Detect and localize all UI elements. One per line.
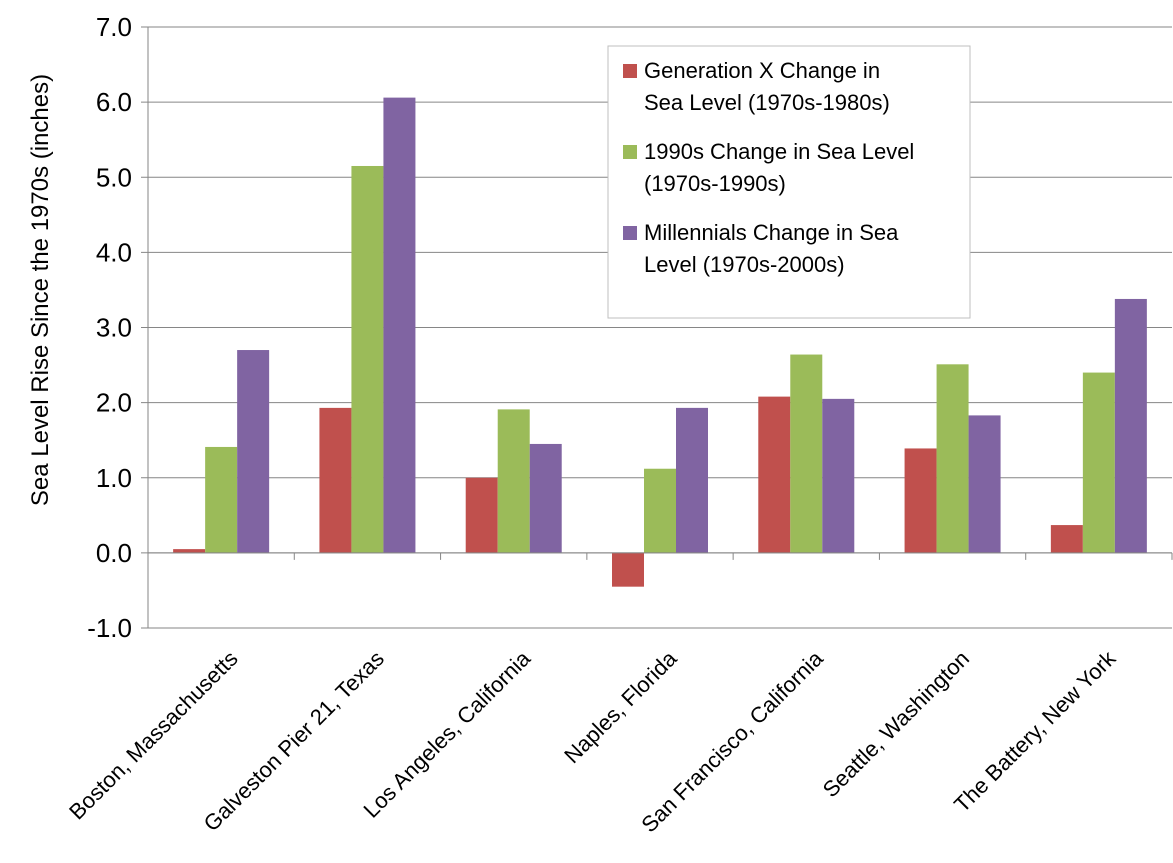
x-category-label: Naples, Florida	[559, 645, 682, 768]
y-tick-label: 7.0	[96, 12, 132, 42]
bar	[173, 549, 206, 553]
bar	[790, 354, 823, 553]
y-tick-label: 6.0	[96, 87, 132, 117]
y-tick-labels: -1.0 0.0 1.0 2.0 3.0 4.0 5.0 6.0 7.0	[87, 12, 132, 643]
y-tick-label: 1.0	[96, 463, 132, 493]
bar	[1114, 298, 1147, 553]
x-category-label: Los Angeles, California	[358, 645, 535, 822]
bar	[205, 446, 238, 553]
legend: Generation X Change in Sea Level (1970s-1…	[607, 45, 971, 319]
legend-box	[607, 45, 971, 319]
y-axis-label: Sea Level Rise Since the 1970s (inches)	[27, 74, 54, 506]
y-tick-label: 3.0	[96, 313, 132, 343]
bar	[465, 477, 498, 553]
x-category-label: The Battery, New York	[949, 645, 1121, 817]
bar	[383, 97, 416, 553]
bar	[936, 364, 969, 553]
bar	[612, 552, 644, 587]
legend-swatch	[623, 64, 637, 78]
bar	[758, 396, 791, 553]
legend-swatch	[623, 145, 637, 159]
y-tick-label: -1.0	[87, 613, 132, 643]
bar	[904, 448, 937, 553]
bar	[644, 468, 676, 553]
bar	[237, 350, 270, 553]
bars	[173, 97, 1147, 587]
bar	[351, 165, 384, 553]
axes	[141, 26, 1173, 629]
y-tick-label: 0.0	[96, 538, 132, 568]
x-category-label: Boston, Massachusetts	[64, 646, 243, 825]
legend-entry: 1990s Change in Sea Level (1970s-1990s)	[644, 139, 914, 196]
bar	[968, 415, 1001, 553]
y-tick-label: 5.0	[96, 162, 132, 192]
y-tick-label: 2.0	[96, 388, 132, 418]
legend-entry: Millennials Change in Sea Level (1970s-20…	[644, 220, 899, 277]
bar	[822, 398, 855, 553]
y-tick-label: 4.0	[96, 237, 132, 267]
bar	[319, 407, 352, 553]
bar	[676, 407, 708, 553]
bar	[529, 443, 562, 553]
legend-entry: Generation X Change in Sea Level (1970s-1…	[644, 58, 890, 115]
bar	[497, 409, 530, 553]
legend-swatch	[623, 226, 637, 240]
bar	[1050, 525, 1083, 553]
x-category-label: Seattle, Washington	[818, 646, 974, 802]
bar	[1082, 372, 1115, 553]
